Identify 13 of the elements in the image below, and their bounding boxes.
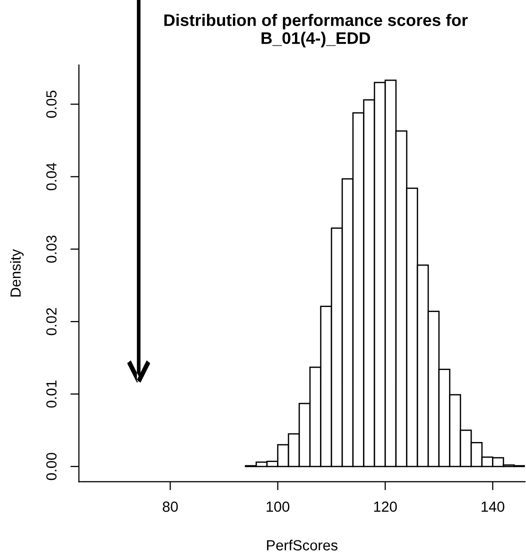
x-tick-label: 120 <box>374 502 397 512</box>
y-tick-label: 0.05 <box>46 90 57 118</box>
y-tick-label: 0.02 <box>46 308 57 336</box>
y-tick-label: 0.04 <box>46 162 57 190</box>
x-axis-title: PerfScores <box>267 540 338 550</box>
y-tick-label: 0.01 <box>46 380 57 408</box>
chart-title: Distribution of performance scores for B_01(4-)_EDD <box>164 14 468 48</box>
y-tick-label: 0.00 <box>46 452 57 480</box>
y-axis-title: Density <box>10 249 24 297</box>
x-tick-label: 140 <box>482 502 504 512</box>
y-tick-label: 0.03 <box>46 236 57 263</box>
x-tick-label: 100 <box>266 502 290 512</box>
x-tick-label: 80 <box>162 502 178 512</box>
